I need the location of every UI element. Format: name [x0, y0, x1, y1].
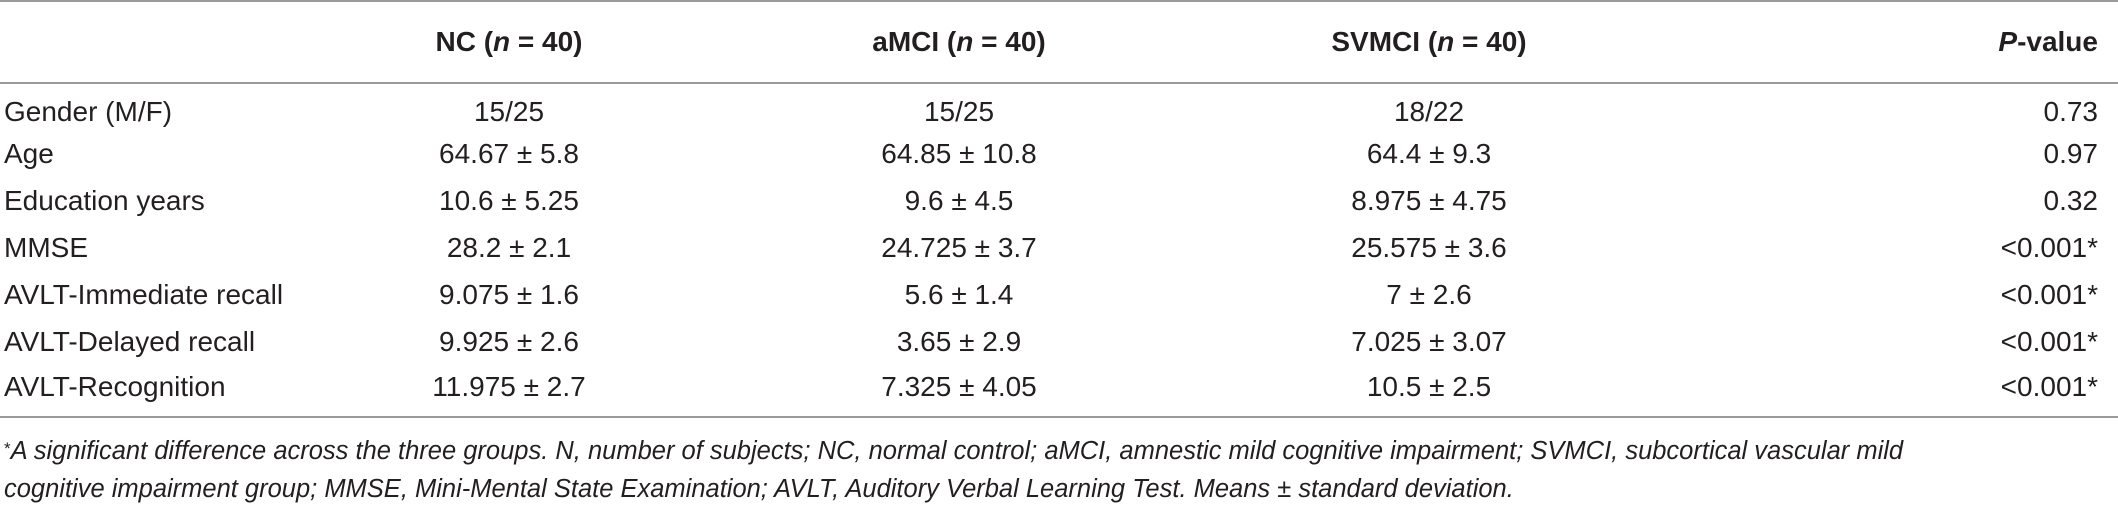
- cell-nc: 28.2 ± 2.1: [446, 231, 572, 263]
- cell-pvalue: <0.001*: [2000, 278, 2098, 310]
- table-row: MMSE 28.2 ± 2.1 24.725 ± 3.7 25.575 ± 3.…: [0, 224, 2118, 271]
- cell-svmci: 8.975 ± 4.75: [1351, 184, 1507, 216]
- row-label: Education years: [4, 184, 205, 216]
- cell-pvalue: 0.32: [2043, 184, 2099, 216]
- cell-svmci: 7.025 ± 3.07: [1351, 325, 1507, 357]
- cell-amci: 24.725 ± 3.7: [881, 231, 1037, 263]
- table-row: Education years 10.6 ± 5.25 9.6 ± 4.5 8.…: [0, 177, 2118, 224]
- cell-pvalue: <0.001*: [2000, 231, 2098, 263]
- cell-svmci: 25.575 ± 3.6: [1351, 231, 1507, 263]
- table-footnote: *A significant difference across the thr…: [4, 432, 2104, 508]
- row-label: MMSE: [4, 231, 88, 263]
- cell-pvalue: <0.001*: [2000, 325, 2098, 357]
- footnote-text-1: A significant difference across the thre…: [10, 437, 1904, 465]
- header-pvalue: P-value: [1664, 0, 2118, 84]
- header-amci-name: aMCI (: [872, 26, 957, 57]
- cell-amci: 9.6 ± 4.5: [904, 184, 1014, 216]
- row-label: Age: [4, 137, 54, 169]
- cell-svmci: 18/22: [1393, 96, 1465, 127]
- table-row: AVLT-Recognition 11.975 ± 2.7 7.325 ± 4.…: [0, 365, 2118, 418]
- cell-pvalue: 0.73: [2043, 96, 2099, 127]
- cell-amci: 15/25: [923, 96, 995, 127]
- cell-amci: 5.6 ± 1.4: [904, 278, 1014, 310]
- cell-nc: 10.6 ± 5.25: [439, 184, 579, 216]
- demographics-table: NC (n = 40) aMCI (n = 40) SVMCI (n = 40)…: [0, 0, 2118, 418]
- header-amci: aMCI (n = 40): [724, 0, 1194, 84]
- row-label: AVLT-Immediate recall: [4, 278, 284, 310]
- row-label: AVLT-Delayed recall: [4, 325, 256, 357]
- cell-nc: 15/25: [473, 96, 545, 127]
- header-nc-name: NC (: [435, 26, 494, 57]
- footnote-text-2: cognitive impairment group; MMSE, Mini-M…: [4, 475, 1514, 503]
- header-row: NC (n = 40) aMCI (n = 40) SVMCI (n = 40)…: [0, 0, 2118, 84]
- header-label-column: [0, 0, 294, 84]
- table-row: Age 64.67 ± 5.8 64.85 ± 10.8 64.4 ± 9.3 …: [0, 130, 2118, 177]
- cell-amci: 64.85 ± 10.8: [881, 137, 1037, 169]
- cell-svmci: 10.5 ± 2.5: [1194, 365, 1664, 418]
- footnote-line-2: cognitive impairment group; MMSE, Mini-M…: [4, 470, 2104, 508]
- footnote-line-1: *A significant difference across the thr…: [4, 432, 2104, 470]
- header-nc: NC (n = 40): [294, 0, 724, 84]
- header-amci-n: n: [956, 26, 974, 57]
- header-svmci-count: = 40): [1454, 26, 1527, 57]
- header-nc-n: n: [493, 26, 511, 57]
- cell-nc: 9.075 ± 1.6: [439, 278, 579, 310]
- header-svmci: SVMCI (n = 40): [1194, 0, 1664, 84]
- header-pvalue-rest: -value: [2017, 26, 2098, 57]
- cell-amci: 3.65 ± 2.9: [896, 325, 1022, 357]
- table-row: Gender (M/F) 15/25 15/25 18/22 0.73: [0, 83, 2118, 130]
- header-nc-count: = 40): [510, 26, 583, 57]
- cell-amci: 7.325 ± 4.05: [724, 365, 1194, 418]
- table-row: AVLT-Delayed recall 9.925 ± 2.6 3.65 ± 2…: [0, 318, 2118, 365]
- table-row: AVLT-Immediate recall 9.075 ± 1.6 5.6 ± …: [0, 271, 2118, 318]
- row-label: AVLT-Recognition: [0, 365, 294, 418]
- cell-nc: 9.925 ± 2.6: [439, 325, 579, 357]
- cell-pvalue: <0.001*: [1664, 365, 2118, 418]
- cell-nc: 11.975 ± 2.7: [294, 365, 724, 418]
- cell-nc: 64.67 ± 5.8: [439, 137, 579, 169]
- cell-svmci: 64.4 ± 9.3: [1366, 137, 1492, 169]
- header-pvalue-p: P: [1998, 26, 2018, 57]
- header-svmci-n: n: [1437, 26, 1455, 57]
- header-amci-count: = 40): [973, 26, 1046, 57]
- footnote-marker: *: [4, 439, 11, 458]
- header-svmci-name: SVMCI (: [1331, 26, 1438, 57]
- cell-svmci: 7 ± 2.6: [1386, 278, 1472, 310]
- table-body: Gender (M/F) 15/25 15/25 18/22 0.73 Age …: [0, 83, 2118, 418]
- table-header: NC (n = 40) aMCI (n = 40) SVMCI (n = 40)…: [0, 0, 2118, 84]
- cell-pvalue: 0.97: [2043, 137, 2099, 169]
- row-label: Gender (M/F): [4, 96, 173, 127]
